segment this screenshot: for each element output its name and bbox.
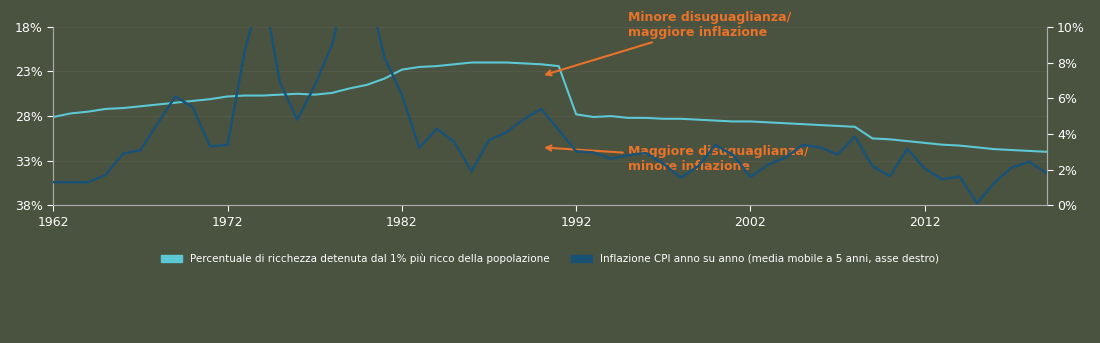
Legend: Percentuale di ricchezza detenuta dal 1% più ricco della popolazione, Inflazione: Percentuale di ricchezza detenuta dal 1%… bbox=[157, 249, 943, 268]
Text: Minore disuguaglianza/
maggiore inflazione: Minore disuguaglianza/ maggiore inflazio… bbox=[547, 11, 792, 75]
Text: Maggiore disuguaglianza/
minore inflazione: Maggiore disuguaglianza/ minore inflazio… bbox=[547, 145, 810, 173]
